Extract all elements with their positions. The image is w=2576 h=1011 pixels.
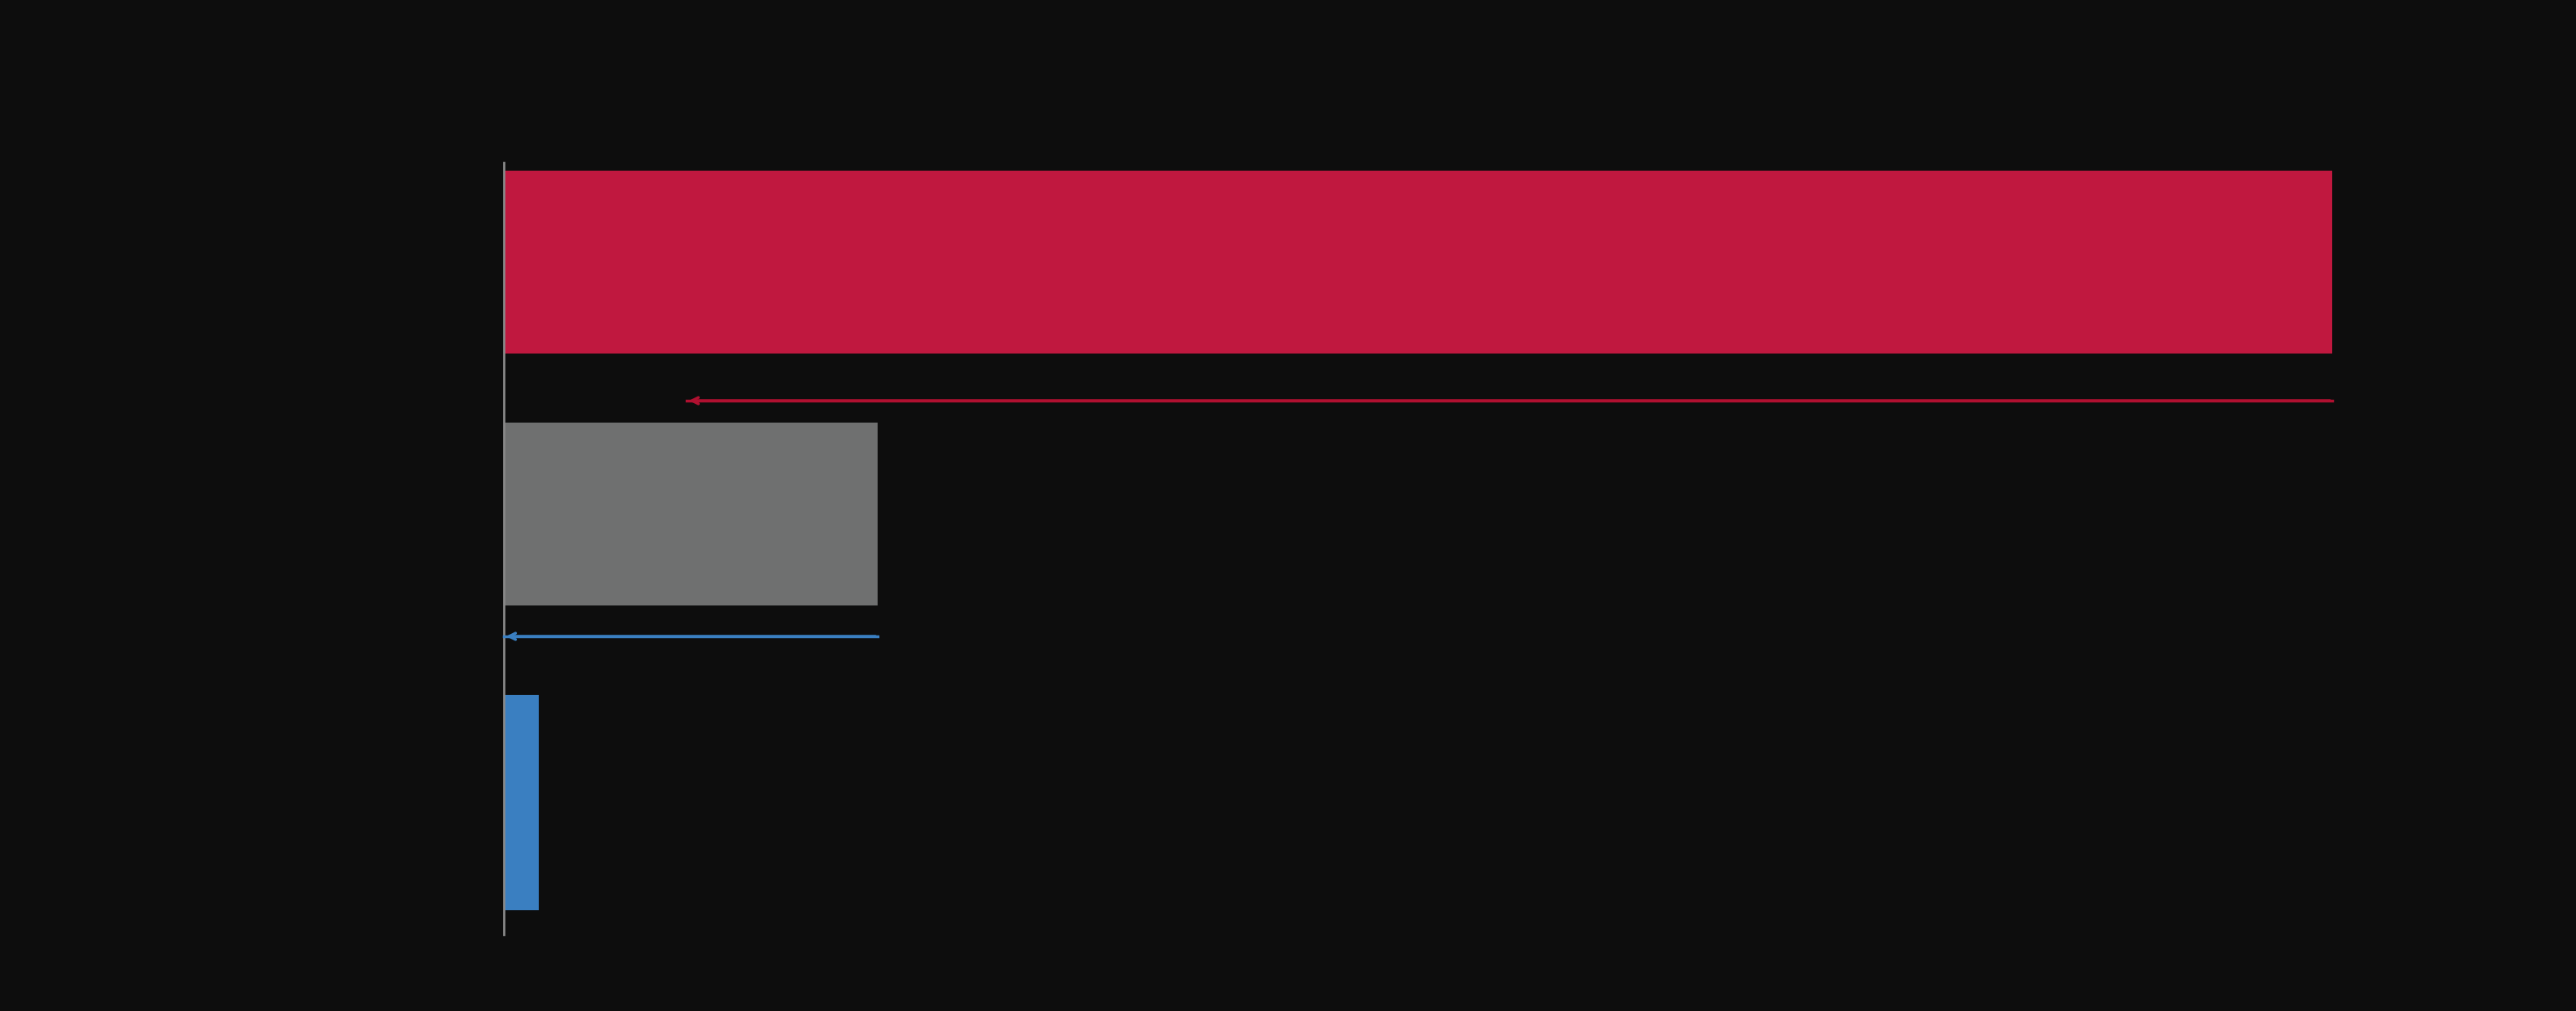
- Bar: [505, 171, 2331, 354]
- Bar: [505, 423, 878, 606]
- Bar: [505, 695, 538, 910]
